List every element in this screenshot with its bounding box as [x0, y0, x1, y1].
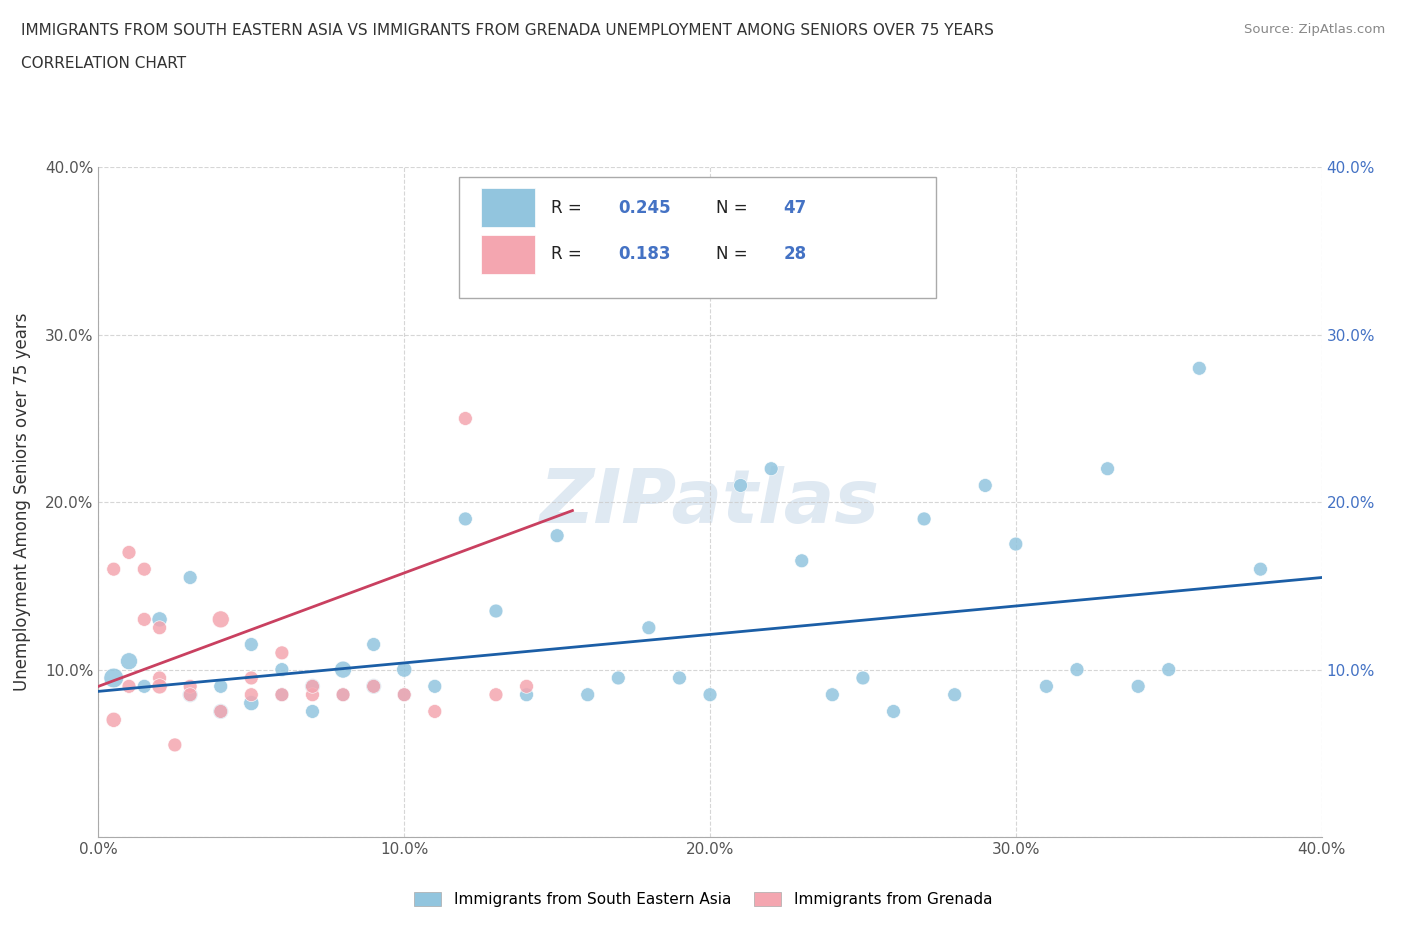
Point	[301, 679, 323, 694]
Point	[103, 712, 125, 727]
Point	[1004, 537, 1026, 551]
Point	[821, 687, 844, 702]
Point	[392, 662, 416, 677]
Point	[790, 553, 813, 568]
FancyBboxPatch shape	[481, 234, 536, 274]
Point	[134, 679, 156, 694]
Point	[974, 478, 997, 493]
Point	[363, 679, 385, 694]
Point	[485, 687, 508, 702]
FancyBboxPatch shape	[460, 178, 936, 298]
Point	[240, 687, 263, 702]
Point	[103, 671, 125, 685]
Point	[179, 687, 201, 702]
Point	[852, 671, 875, 685]
Point	[209, 612, 232, 627]
Text: IMMIGRANTS FROM SOUTH EASTERN ASIA VS IMMIGRANTS FROM GRENADA UNEMPLOYMENT AMONG: IMMIGRANTS FROM SOUTH EASTERN ASIA VS IM…	[21, 23, 994, 38]
Point	[149, 671, 172, 685]
Point	[240, 696, 263, 711]
Point	[576, 687, 599, 702]
Point	[1157, 662, 1180, 677]
Point	[1249, 562, 1271, 577]
FancyBboxPatch shape	[481, 188, 536, 227]
Point	[516, 687, 538, 702]
Legend: Immigrants from South Eastern Asia, Immigrants from Grenada: Immigrants from South Eastern Asia, Immi…	[408, 885, 998, 913]
Point	[392, 687, 416, 702]
Point	[1128, 679, 1150, 694]
Text: R =: R =	[551, 246, 588, 263]
Point	[607, 671, 630, 685]
Text: Source: ZipAtlas.com: Source: ZipAtlas.com	[1244, 23, 1385, 36]
Text: N =: N =	[716, 199, 754, 217]
Point	[149, 620, 172, 635]
Point	[270, 645, 292, 660]
Point	[301, 704, 323, 719]
Point	[103, 562, 125, 577]
Text: 28: 28	[783, 246, 807, 263]
Point	[363, 679, 385, 694]
Point	[485, 604, 508, 618]
Point	[134, 562, 156, 577]
Point	[149, 679, 172, 694]
Point	[270, 662, 292, 677]
Point	[118, 654, 141, 669]
Text: 47: 47	[783, 199, 807, 217]
Point	[163, 737, 186, 752]
Point	[332, 662, 354, 677]
Point	[179, 679, 201, 694]
Text: R =: R =	[551, 199, 588, 217]
Point	[179, 570, 201, 585]
Point	[423, 679, 446, 694]
Point	[546, 528, 568, 543]
Point	[1097, 461, 1119, 476]
Y-axis label: Unemployment Among Seniors over 75 years: Unemployment Among Seniors over 75 years	[13, 313, 31, 691]
Point	[118, 545, 141, 560]
Point	[516, 679, 538, 694]
Point	[943, 687, 966, 702]
Point	[332, 687, 354, 702]
Point	[270, 687, 292, 702]
Point	[883, 704, 905, 719]
Point	[423, 704, 446, 719]
Point	[561, 235, 583, 250]
Point	[699, 687, 721, 702]
Point	[668, 671, 690, 685]
Point	[149, 612, 172, 627]
Point	[759, 461, 782, 476]
Point	[301, 679, 323, 694]
Point	[240, 637, 263, 652]
Point	[1188, 361, 1211, 376]
Point	[118, 679, 141, 694]
Point	[301, 687, 323, 702]
Point	[637, 620, 661, 635]
Point	[179, 687, 201, 702]
Point	[392, 687, 416, 702]
Point	[912, 512, 935, 526]
Point	[209, 704, 232, 719]
Text: N =: N =	[716, 246, 754, 263]
Point	[1066, 662, 1088, 677]
Point	[270, 687, 292, 702]
Text: 0.183: 0.183	[619, 246, 671, 263]
Text: 0.245: 0.245	[619, 199, 671, 217]
Text: CORRELATION CHART: CORRELATION CHART	[21, 56, 186, 71]
Point	[730, 478, 752, 493]
Point	[209, 679, 232, 694]
Point	[363, 637, 385, 652]
Point	[1035, 679, 1057, 694]
Text: ZIPatlas: ZIPatlas	[540, 466, 880, 538]
Point	[454, 512, 477, 526]
Point	[240, 671, 263, 685]
Point	[134, 612, 156, 627]
Point	[332, 687, 354, 702]
Point	[454, 411, 477, 426]
Point	[209, 704, 232, 719]
